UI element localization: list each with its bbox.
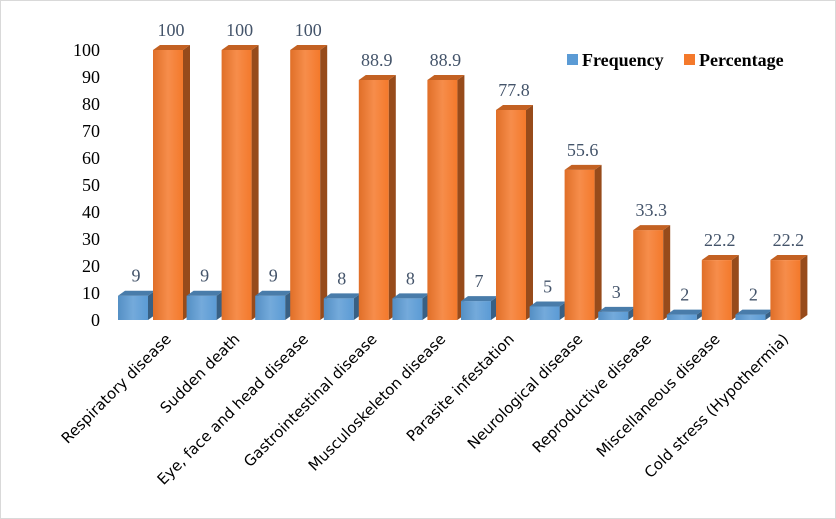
bar-percentage-6 — [564, 164, 602, 320]
data-label-frequency: 8 — [406, 268, 415, 288]
data-label-percentage: 100 — [226, 20, 253, 40]
bar-frequency-6 — [529, 301, 567, 320]
bar-percentage-2 — [290, 45, 328, 320]
bar-frequency-9 — [735, 309, 773, 320]
y-tick-label: 30 — [82, 229, 100, 249]
data-label-percentage: 100 — [295, 20, 322, 40]
data-label-frequency: 9 — [200, 266, 209, 286]
y-tick-label: 10 — [82, 283, 100, 303]
bar-frequency-5 — [461, 296, 498, 320]
y-tick-label: 0 — [91, 310, 100, 330]
legend: Frequency Percentage — [567, 50, 784, 70]
y-tick-label: 20 — [82, 256, 100, 276]
y-tick-label: 100 — [73, 40, 100, 60]
bar-frequency-8 — [666, 309, 704, 320]
data-label-frequency: 9 — [269, 266, 278, 286]
y-tick-label: 60 — [82, 148, 100, 168]
bar-frequency-7 — [598, 306, 636, 320]
bar-percentage-9 — [770, 255, 808, 320]
data-label-frequency: 3 — [612, 282, 621, 302]
legend-label-frequency: Frequency — [582, 50, 664, 70]
data-label-percentage: 55.6 — [567, 140, 599, 160]
bar-percentage-8 — [701, 255, 739, 320]
data-label-frequency: 2 — [749, 285, 758, 305]
bar-frequency-2 — [255, 290, 293, 320]
bar-frequency-4 — [392, 293, 430, 320]
bar-percentage-0 — [153, 45, 190, 320]
data-label-percentage: 100 — [158, 20, 185, 40]
bar-frequency-3 — [323, 293, 361, 320]
bar-percentage-1 — [221, 45, 259, 320]
data-label-frequency: 9 — [132, 266, 141, 286]
data-label-percentage: 77.8 — [498, 80, 530, 100]
bar-frequency-1 — [186, 290, 224, 320]
y-tick-label: 90 — [82, 67, 100, 87]
data-label-frequency: 7 — [475, 271, 484, 291]
data-label-frequency: 2 — [680, 285, 689, 305]
data-label-frequency: 8 — [337, 268, 346, 288]
y-axis: 0 10 20 30 40 50 60 70 80 90 100 — [73, 40, 100, 330]
data-label-percentage: 88.9 — [361, 50, 393, 70]
legend-swatch-frequency — [567, 54, 578, 65]
legend-label-percentage: Percentage — [699, 50, 784, 70]
bar-frequency-0 — [118, 290, 155, 320]
y-tick-label: 40 — [82, 202, 100, 222]
bar-percentage-7 — [633, 225, 671, 320]
data-label-frequency: 5 — [543, 277, 552, 297]
bars: 910091009100888.9888.9777.8555.6333.3222… — [118, 20, 808, 320]
y-tick-label: 70 — [82, 121, 100, 141]
bar-percentage-4 — [427, 74, 465, 320]
y-tick-label: 50 — [82, 175, 100, 195]
data-label-percentage: 33.3 — [635, 200, 667, 220]
legend-swatch-percentage — [684, 54, 695, 65]
data-label-percentage: 22.2 — [773, 230, 805, 250]
data-label-percentage: 22.2 — [704, 230, 736, 250]
bar-percentage-5 — [496, 104, 533, 320]
data-label-percentage: 88.9 — [430, 50, 462, 70]
y-tick-label: 80 — [82, 94, 100, 114]
bar-percentage-3 — [358, 74, 396, 320]
